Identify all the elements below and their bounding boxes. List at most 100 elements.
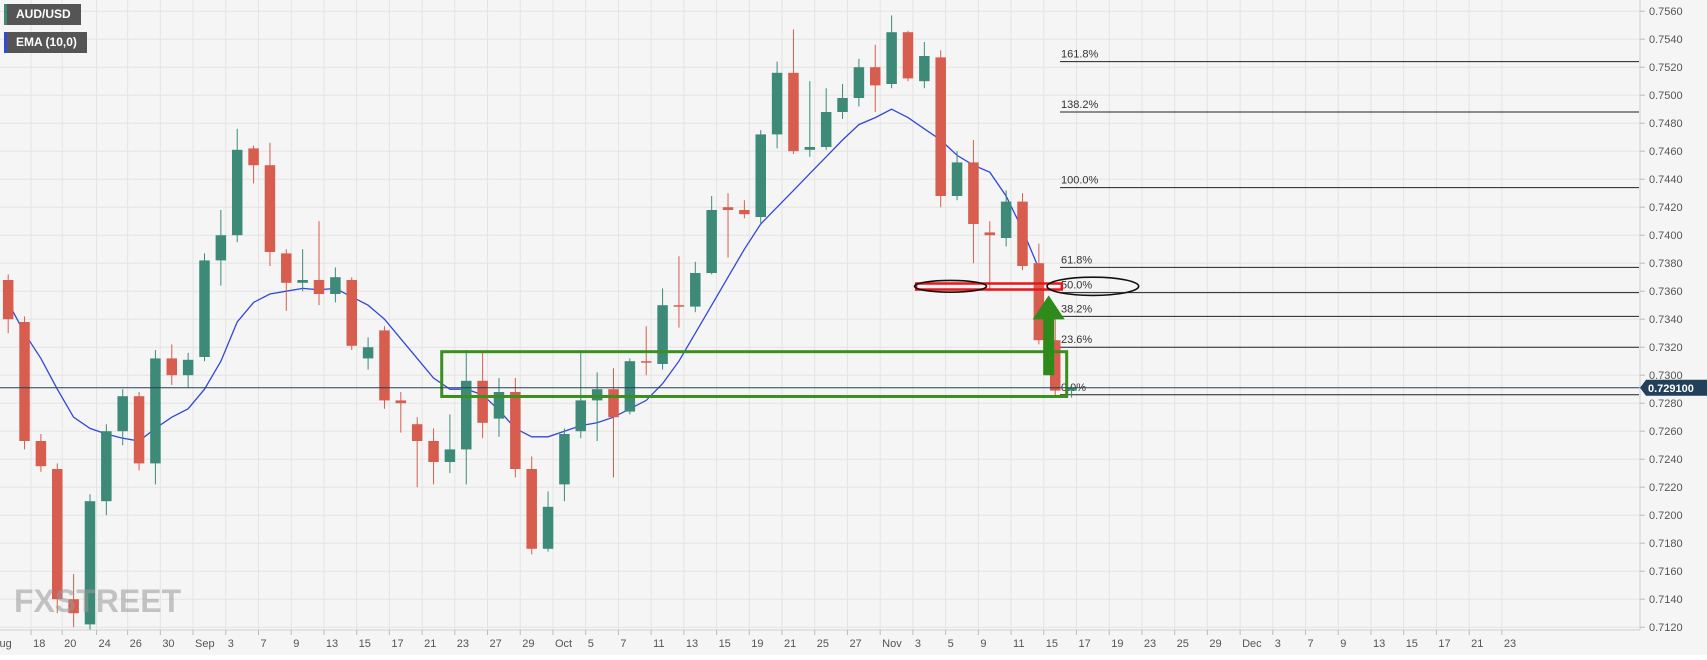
candle-body (935, 57, 946, 197)
candle (264, 142, 276, 266)
candle-body (2, 280, 14, 320)
fib-level-label: 100.0% (1061, 175, 1099, 187)
resistance-zone-box (914, 282, 1064, 291)
candle-body (657, 305, 668, 364)
candle-body (820, 112, 832, 147)
legend-ema[interactable]: EMA (10,0) (4, 32, 87, 53)
x-axis: Aug 18 20 24 26 30 Sep 3 7 9 13 15 17 21 23 27 29 Oct 5 7 11… (0, 629, 1640, 650)
x-tick-label: 13 (1373, 638, 1385, 650)
candle-body (870, 67, 881, 86)
candle-body (166, 358, 178, 376)
candle-body (919, 56, 930, 82)
x-tick-label: Dec (1242, 638, 1262, 650)
x-tick-label: Oct (555, 638, 572, 650)
x-tick-label: 9 (293, 638, 299, 650)
x-tick-label: 23 (1144, 638, 1156, 650)
fib-level-label: 38.2% (1061, 303, 1092, 315)
candle-body (951, 162, 963, 196)
candle-body (411, 424, 423, 441)
candle-body (608, 389, 619, 418)
candle (182, 352, 194, 388)
y-tick-label: 0.7320 (1649, 342, 1683, 354)
candle (215, 210, 227, 286)
candle (281, 249, 292, 311)
candle (673, 256, 685, 328)
x-tick-label: 23 (1504, 638, 1516, 650)
candle-body (1049, 340, 1061, 391)
x-tick-label: 17 (1078, 638, 1090, 650)
legend-symbol[interactable]: AUD/USD (4, 4, 81, 25)
candle (739, 200, 750, 219)
legend-symbol-swatch (4, 4, 7, 25)
candle-body (52, 469, 63, 600)
candle (1066, 385, 1077, 398)
legend-symbol-label: AUD/USD (16, 7, 71, 21)
candle (362, 337, 374, 370)
x-tick-label: 19 (1111, 638, 1123, 650)
y-tick-label: 0.7160 (1649, 566, 1683, 578)
x-tick-label: 13 (686, 638, 698, 650)
x-tick-label: 15 (359, 638, 371, 650)
candle (510, 378, 521, 478)
candle (788, 29, 799, 154)
candle-body (575, 400, 587, 432)
x-tick-label: 25 (817, 638, 829, 650)
candle (166, 344, 178, 385)
candle-body (117, 396, 128, 432)
x-tick-label: 27 (849, 638, 861, 650)
candle-body (591, 389, 603, 401)
y-tick-label: 0.7340 (1649, 314, 1683, 326)
candle (313, 221, 325, 306)
ema-line (7, 108, 1040, 442)
x-tick-label: 21 (1471, 638, 1483, 650)
candle (968, 140, 979, 264)
candle-body (248, 148, 259, 166)
candle-body (902, 32, 914, 79)
fibonacci-levels: 161.8%138.2%100.0%61.8%50.0%38.2%23.6%0.… (1060, 49, 1639, 396)
candle-body (1017, 201, 1028, 266)
highlight-ellipse (1046, 276, 1140, 297)
current-price-label: 0.729100 (1648, 383, 1694, 395)
x-tick-label: 5 (948, 638, 954, 650)
y-tick-label: 0.7240 (1649, 454, 1683, 466)
y-tick-label: 0.7140 (1649, 594, 1683, 606)
candle-body (706, 210, 717, 273)
candle (101, 424, 112, 516)
candle-body (313, 280, 325, 294)
x-tick-label: 15 (719, 638, 731, 650)
y-tick-label: 0.7200 (1649, 510, 1683, 522)
candle (902, 30, 914, 82)
candle-body (428, 441, 439, 462)
x-tick-label: 25 (1177, 638, 1189, 650)
x-tick-label: Nov (882, 638, 902, 650)
x-tick-label: 29 (522, 638, 534, 650)
current-price-tag: 0.729100 (1640, 379, 1707, 396)
candle (575, 350, 587, 439)
x-tick-label: 18 (33, 638, 45, 650)
candle (657, 288, 668, 370)
watermark-logo: FXSTREET (14, 583, 182, 619)
candle (52, 463, 63, 614)
candle-body (35, 441, 47, 467)
y-tick-label: 0.7380 (1649, 258, 1683, 270)
candle (771, 61, 783, 149)
legend-ema-label: EMA (10,0) (16, 35, 77, 49)
x-tick-label: 9 (1340, 638, 1346, 650)
candle (624, 358, 636, 415)
x-tick-label: 24 (99, 638, 111, 650)
candle-body (330, 277, 341, 294)
candle (837, 84, 848, 119)
candle (248, 145, 259, 184)
candle-body (673, 305, 685, 307)
candle (461, 350, 472, 485)
candle (853, 58, 865, 107)
fib-level-label: 23.6% (1061, 334, 1092, 346)
candle-body (804, 147, 816, 150)
fib-level-label: 138.2% (1061, 99, 1099, 111)
annotations (0, 276, 1640, 398)
candle (395, 392, 407, 433)
y-axis: 0.7560 0.7540 0.7520 0.7500 0.7480 0.7460 0.74… (1639, 0, 1707, 634)
y-tick-label: 0.7480 (1649, 118, 1683, 130)
candle-body (84, 501, 96, 625)
